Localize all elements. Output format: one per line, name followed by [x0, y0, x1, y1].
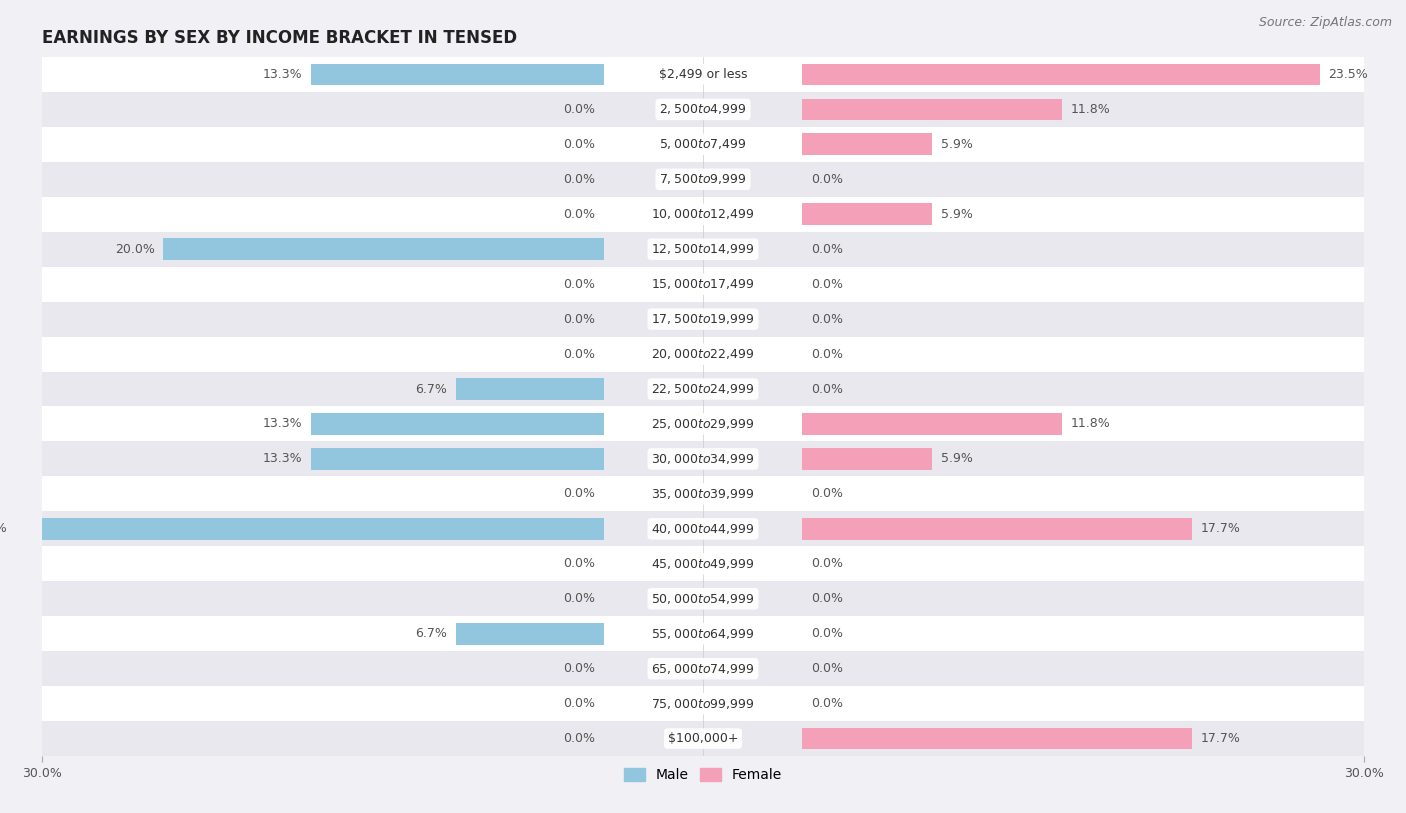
Text: 0.0%: 0.0%	[562, 103, 595, 115]
Text: 13.3%: 13.3%	[263, 453, 302, 465]
Bar	[42, 546, 1364, 581]
Bar	[42, 476, 1364, 511]
Bar	[42, 616, 1364, 651]
Text: $75,000 to $99,999: $75,000 to $99,999	[651, 697, 755, 711]
Bar	[801, 728, 1192, 750]
Text: Source: ZipAtlas.com: Source: ZipAtlas.com	[1258, 16, 1392, 29]
Text: $2,500 to $4,999: $2,500 to $4,999	[659, 102, 747, 116]
Bar	[801, 98, 1062, 120]
Text: 0.0%: 0.0%	[562, 138, 595, 150]
Bar	[42, 197, 1364, 232]
Bar	[15, 518, 605, 540]
Text: 5.9%: 5.9%	[941, 138, 973, 150]
Text: 11.8%: 11.8%	[1071, 418, 1111, 430]
Text: 0.0%: 0.0%	[811, 488, 844, 500]
Bar	[42, 337, 1364, 372]
Bar	[42, 441, 1364, 476]
Text: 26.7%: 26.7%	[0, 523, 7, 535]
Text: 0.0%: 0.0%	[562, 558, 595, 570]
Text: $65,000 to $74,999: $65,000 to $74,999	[651, 662, 755, 676]
Text: $7,500 to $9,999: $7,500 to $9,999	[659, 172, 747, 186]
Text: 0.0%: 0.0%	[562, 173, 595, 185]
Text: 20.0%: 20.0%	[115, 243, 155, 255]
Text: 5.9%: 5.9%	[941, 453, 973, 465]
Text: 0.0%: 0.0%	[811, 663, 844, 675]
Bar	[801, 448, 932, 470]
Bar	[801, 518, 1192, 540]
Bar	[42, 372, 1364, 406]
Text: 0.0%: 0.0%	[811, 383, 844, 395]
Bar	[311, 413, 605, 435]
Text: 0.0%: 0.0%	[562, 663, 595, 675]
Bar	[42, 686, 1364, 721]
Text: $10,000 to $12,499: $10,000 to $12,499	[651, 207, 755, 221]
Bar	[457, 623, 605, 645]
Text: 0.0%: 0.0%	[562, 488, 595, 500]
Text: 23.5%: 23.5%	[1329, 68, 1368, 80]
Text: $45,000 to $49,999: $45,000 to $49,999	[651, 557, 755, 571]
Text: 0.0%: 0.0%	[811, 593, 844, 605]
Bar	[42, 721, 1364, 756]
Text: $30,000 to $34,999: $30,000 to $34,999	[651, 452, 755, 466]
Text: $40,000 to $44,999: $40,000 to $44,999	[651, 522, 755, 536]
Bar	[801, 413, 1062, 435]
Text: 11.8%: 11.8%	[1071, 103, 1111, 115]
Bar	[42, 127, 1364, 162]
Text: 0.0%: 0.0%	[562, 348, 595, 360]
Text: 0.0%: 0.0%	[811, 278, 844, 290]
Text: $17,500 to $19,999: $17,500 to $19,999	[651, 312, 755, 326]
Text: $20,000 to $22,499: $20,000 to $22,499	[651, 347, 755, 361]
Bar	[801, 203, 932, 225]
Text: $5,000 to $7,499: $5,000 to $7,499	[659, 137, 747, 151]
Text: 17.7%: 17.7%	[1201, 523, 1240, 535]
Text: 0.0%: 0.0%	[811, 313, 844, 325]
Bar	[42, 302, 1364, 337]
Bar	[311, 63, 605, 85]
Bar	[42, 581, 1364, 616]
Text: 0.0%: 0.0%	[811, 348, 844, 360]
Bar	[42, 57, 1364, 92]
Text: 13.3%: 13.3%	[263, 418, 302, 430]
Text: $35,000 to $39,999: $35,000 to $39,999	[651, 487, 755, 501]
Text: $15,000 to $17,499: $15,000 to $17,499	[651, 277, 755, 291]
Bar	[42, 162, 1364, 197]
Text: 0.0%: 0.0%	[562, 698, 595, 710]
Text: $12,500 to $14,999: $12,500 to $14,999	[651, 242, 755, 256]
Text: EARNINGS BY SEX BY INCOME BRACKET IN TENSED: EARNINGS BY SEX BY INCOME BRACKET IN TEN…	[42, 29, 517, 47]
Bar	[311, 448, 605, 470]
Text: 0.0%: 0.0%	[811, 698, 844, 710]
Text: 0.0%: 0.0%	[811, 173, 844, 185]
Text: 6.7%: 6.7%	[416, 628, 447, 640]
Bar	[457, 378, 605, 400]
Text: $22,500 to $24,999: $22,500 to $24,999	[651, 382, 755, 396]
Bar	[42, 267, 1364, 302]
Text: 6.7%: 6.7%	[416, 383, 447, 395]
Legend: Male, Female: Male, Female	[619, 763, 787, 788]
Text: 0.0%: 0.0%	[562, 208, 595, 220]
Text: $2,499 or less: $2,499 or less	[659, 68, 747, 80]
Text: $55,000 to $64,999: $55,000 to $64,999	[651, 627, 755, 641]
Text: 17.7%: 17.7%	[1201, 733, 1240, 745]
Text: 0.0%: 0.0%	[562, 733, 595, 745]
Bar	[42, 511, 1364, 546]
Text: 0.0%: 0.0%	[811, 558, 844, 570]
Text: 5.9%: 5.9%	[941, 208, 973, 220]
Bar	[42, 92, 1364, 127]
Bar	[163, 238, 605, 260]
Text: $50,000 to $54,999: $50,000 to $54,999	[651, 592, 755, 606]
Text: 0.0%: 0.0%	[562, 278, 595, 290]
Bar	[801, 133, 932, 155]
Text: 0.0%: 0.0%	[562, 313, 595, 325]
Text: $100,000+: $100,000+	[668, 733, 738, 745]
Text: 0.0%: 0.0%	[811, 628, 844, 640]
Text: 0.0%: 0.0%	[562, 593, 595, 605]
Text: 0.0%: 0.0%	[811, 243, 844, 255]
Bar	[42, 232, 1364, 267]
Text: $25,000 to $29,999: $25,000 to $29,999	[651, 417, 755, 431]
Bar	[42, 651, 1364, 686]
Bar	[42, 406, 1364, 441]
Bar	[801, 63, 1320, 85]
Text: 13.3%: 13.3%	[263, 68, 302, 80]
